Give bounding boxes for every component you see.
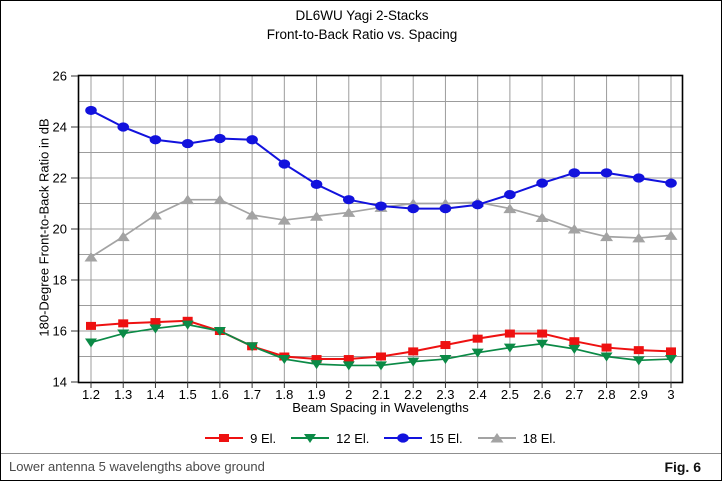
x-tick-label: 1.6 — [211, 387, 229, 402]
x-tick-label: 1.5 — [179, 387, 197, 402]
legend-marker-9-el-icon — [205, 434, 244, 442]
x-tick-label: 2.6 — [533, 387, 551, 402]
x-tick-label: 2.4 — [469, 387, 487, 402]
x-tick-label: 1.4 — [146, 387, 164, 402]
plot-area: 1.2 1.3 1.4 1.5 1.6 1.7 1.8 1.9 2 2.1 2.2 2.3 2.4 2.5… — [53, 69, 684, 402]
y-tick-label: 18 — [53, 273, 67, 288]
y-tick-label: 14 — [53, 375, 67, 390]
legend-label: 12 El. — [336, 430, 370, 446]
y-tick-label: 16 — [53, 324, 67, 339]
x-tick-label: 2.7 — [565, 387, 583, 402]
x-tick-label: 3 — [667, 387, 674, 402]
legend-item-18-el: 18 El. — [477, 430, 556, 446]
y-tick-label: 26 — [53, 69, 67, 84]
legend-label: 9 El. — [250, 430, 277, 446]
x-tick-label: 1.9 — [308, 387, 326, 402]
status-bar: Lower antenna 5 wavelengths above ground… — [1, 453, 721, 480]
chart-subtitle: Front-to-Back Ratio vs. Spacing — [266, 27, 458, 42]
legend-item-12-el: 12 El. — [291, 431, 369, 446]
x-tick-label: 1.7 — [243, 387, 261, 402]
x-tick-label: 2.1 — [372, 387, 390, 402]
x-tick-label: 1.8 — [275, 387, 293, 402]
x-tick-label: 1.2 — [82, 387, 100, 402]
chart-legend: 9 El. 12 El. 15 El. 18 El. — [78, 429, 683, 447]
figure-label: Fig. 6 — [664, 459, 701, 475]
legend-marker-18-el-icon — [477, 433, 516, 443]
x-tick-label: 2.2 — [404, 387, 422, 402]
legend-label: 18 El. — [522, 430, 556, 446]
x-tick-label: 1.3 — [114, 387, 132, 402]
x-tick-label: 2 — [345, 387, 352, 402]
legend-marker-12-el-icon — [291, 434, 330, 443]
series-15-el — [85, 105, 677, 214]
series-12-el — [85, 320, 677, 371]
y-axis-label: 180-Degree Front-to-Back Ratio in dB — [36, 118, 52, 337]
legend-label: 15 El. — [429, 430, 463, 446]
x-tick-label: 2.9 — [630, 387, 648, 402]
x-tick-label: 2.3 — [436, 387, 454, 402]
x-tick-label: 2.5 — [501, 387, 519, 402]
legend-marker-15-el-icon — [384, 433, 423, 443]
y-tick-label: 20 — [53, 222, 67, 237]
y-tick-label: 22 — [53, 171, 67, 186]
legend-item-9-el: 9 El. — [205, 431, 276, 446]
legend-item-15-el: 15 El. — [384, 430, 463, 446]
y-tick-label: 24 — [53, 120, 67, 135]
chart-title: DL6WU Yagi 2-Stacks — [295, 8, 429, 23]
x-axis-label: Beam Spacing in Wavelengths — [292, 400, 469, 415]
footer-note: Lower antenna 5 wavelengths above ground — [9, 459, 265, 474]
x-tick-label: 2.8 — [598, 387, 616, 402]
